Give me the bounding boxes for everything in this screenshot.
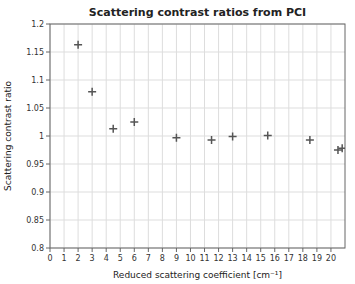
grid [50,24,345,248]
tick [148,248,149,252]
tick-label: 12 [213,254,223,263]
tick-label: 0.9 [31,188,44,197]
tick-label: 2 [76,254,81,263]
grid-line [50,220,345,221]
tick-label: 1.2 [31,20,44,29]
plot-frame [50,24,345,248]
point [338,144,345,152]
tick-label: 5 [118,254,123,263]
tick [46,108,50,109]
tick [50,248,51,252]
tick [162,248,163,252]
tick-label: 4 [104,254,109,263]
tick-label: 1 [39,132,44,141]
tick-label: 1.05 [26,104,44,113]
tick-label: 15 [256,254,266,263]
axes: 012345678910111213141516171819200.80.850… [26,20,345,263]
tick-label: 14 [242,254,252,263]
tick-label: 0 [47,254,52,263]
point [130,118,138,126]
title: Scattering contrast ratios from PCI [89,6,306,19]
tick [92,248,93,252]
tick-label: 17 [284,254,294,263]
tick-label: 7 [146,254,151,263]
tick [260,248,261,252]
point [306,136,314,144]
tick [46,220,50,221]
tick [232,248,233,252]
tick-label: 3 [90,254,95,263]
tick [218,248,219,252]
tick-label: 11 [199,254,209,263]
tick-label: 13 [228,254,238,263]
tick-label: 18 [298,254,308,263]
tick-label: 1.15 [26,48,44,57]
tick [46,192,50,193]
tick [46,80,50,81]
tick [78,248,79,252]
tick [204,248,205,252]
point [229,133,237,141]
tick [46,52,50,53]
grid-line [50,52,345,53]
point [208,136,216,144]
tick [288,248,289,252]
tick [120,248,121,252]
grid-line [50,192,345,193]
tick [106,248,107,252]
tick [302,248,303,252]
tick [46,164,50,165]
grid-line [50,136,345,137]
tick-label: 10 [185,254,195,263]
tick-label: 19 [312,254,322,263]
tick [274,248,275,252]
y-axis-label: Scattering contrast ratio [3,81,13,191]
point [88,88,96,96]
markers [74,41,345,154]
tick [246,248,247,252]
point [334,146,342,154]
tick-label: 0.95 [26,160,44,169]
tick-label: 16 [270,254,280,263]
tick [46,24,50,25]
tick-label: 0.85 [26,216,44,225]
tick-label: 1 [62,254,67,263]
tick [316,248,317,252]
point [74,41,82,49]
point [172,134,180,142]
tick [46,136,50,137]
tick [64,248,65,252]
grid-line [50,80,345,81]
tick [176,248,177,252]
tick-label: 6 [132,254,137,263]
point [109,125,117,133]
tick [190,248,191,252]
tick [330,248,331,252]
grid-line [50,108,345,109]
point [264,131,272,139]
tick-label: 0.8 [31,244,44,253]
chart: 012345678910111213141516171819200.80.850… [0,0,355,284]
grid-line [50,164,345,165]
x-axis-label: Reduced scattering coefficient [cm⁻¹] [113,270,282,280]
tick-label: 1.1 [31,76,44,85]
tick-label: 20 [326,254,336,263]
tick-label: 9 [174,254,179,263]
tick [134,248,135,252]
tick-label: 8 [160,254,165,263]
tick [46,248,50,249]
